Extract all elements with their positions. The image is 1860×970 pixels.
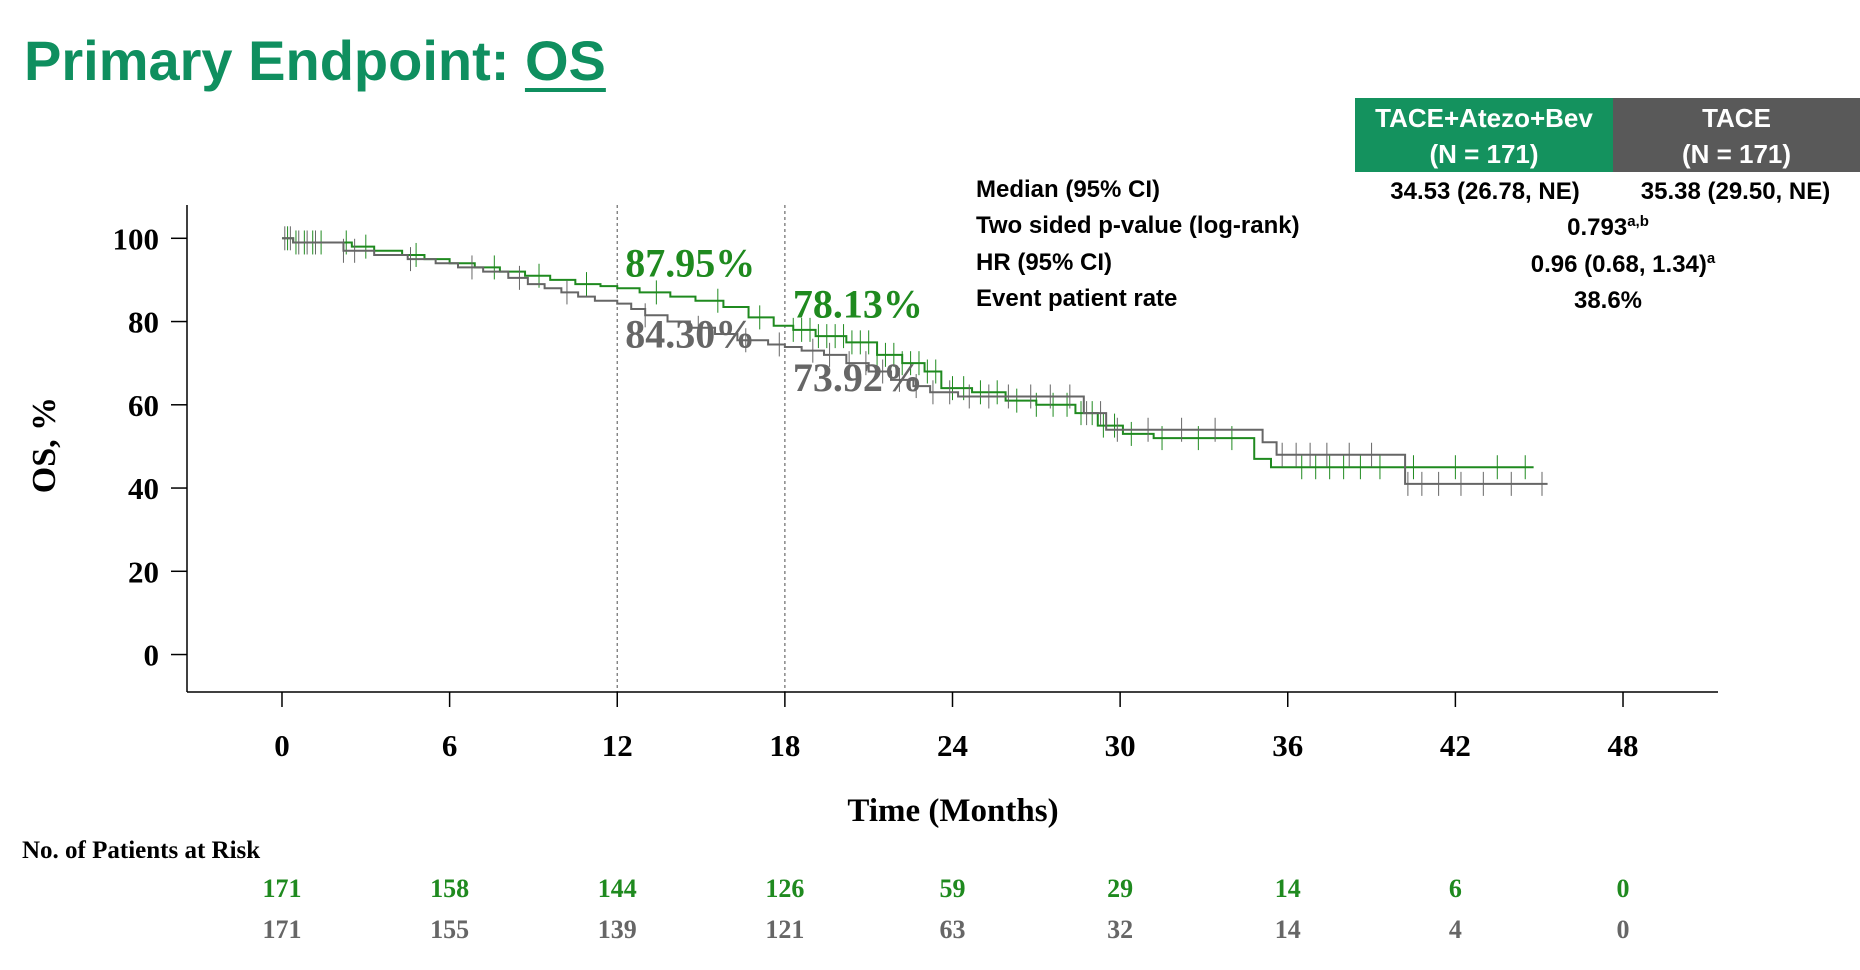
y-tick-label: 20 (128, 554, 159, 589)
y-tick-label: 100 (113, 221, 160, 256)
y-tick-label: 60 (128, 388, 159, 423)
x-tick-label: 12 (602, 728, 633, 763)
event-label: Event patient rate (976, 285, 1178, 312)
risk-count-arm2: 14 (1275, 915, 1301, 944)
page-title: Primary Endpoint: OS (24, 28, 606, 93)
risk-count-arm2: 121 (765, 915, 804, 944)
x-tick-label: 6 (442, 728, 458, 763)
risk-table-title: No. of Patients at Risk (22, 837, 260, 864)
median-arm1: 34.53 (26.78, NE) (1390, 178, 1580, 205)
pvalue-value: 0.793a,b (1358, 214, 1858, 242)
event-rate: 38.6% (1573, 287, 1643, 314)
survival-annotation-arm2-18: 73.92% (793, 355, 923, 400)
risk-count-arm1: 59 (940, 874, 966, 903)
survival-annotation-arm1-18: 78.13% (793, 281, 923, 326)
arm1-header-n: (N = 171) (1429, 139, 1539, 169)
risk-count-arm2: 4 (1449, 915, 1462, 944)
survival-annotation-arm2-12: 84.30% (625, 312, 755, 357)
risk-count-arm1: 6 (1449, 874, 1462, 903)
pvalue-number: 0.793 (1567, 214, 1628, 241)
x-tick-label: 24 (937, 728, 968, 763)
hr-number: 0.96 (0.68, 1.34) (1530, 251, 1707, 278)
x-tick-label: 0 (274, 728, 290, 763)
hr-label: HR (95% CI) (976, 249, 1113, 276)
x-tick-label: 18 (769, 728, 800, 763)
risk-count-arm2: 171 (262, 915, 301, 944)
x-axis-label: Time (Months) (847, 793, 1058, 829)
risk-count-arm1: 0 (1617, 874, 1630, 903)
arm1-header-name: TACE+Atezo+Bev (1375, 103, 1593, 133)
arm2-header-n: (N = 171) (1681, 139, 1792, 169)
risk-count-arm1: 144 (598, 874, 637, 903)
median-label: Median (95% CI) (976, 176, 1161, 203)
risk-count-arm1: 29 (1107, 874, 1133, 903)
survival-annotation-arm1-12: 87.95% (625, 240, 755, 285)
x-tick-label: 30 (1105, 728, 1136, 763)
pvalue-footnote: a,b (1627, 213, 1649, 230)
hr-value: 0.96 (0.68, 1.34)a (1358, 251, 1860, 279)
y-tick-label: 40 (128, 471, 159, 506)
risk-count-arm1: 171 (262, 874, 301, 903)
x-tick-label: 42 (1440, 728, 1471, 763)
hr-footnote: a (1706, 250, 1716, 267)
risk-count-arm1: 14 (1275, 874, 1301, 903)
y-axis-label: OS, % (26, 397, 63, 493)
arm2-header: TACE (N = 171) (1613, 98, 1860, 172)
y-tick-label: 80 (128, 305, 159, 340)
pvalue-label: Two sided p-value (log-rank) (976, 212, 1300, 239)
risk-count-arm2: 0 (1617, 915, 1630, 944)
risk-count-arm2: 155 (430, 915, 469, 944)
km-curve-arm1 (281, 237, 1534, 469)
risk-count-arm2: 63 (940, 915, 966, 944)
median-arm2: 35.38 (29.50, NE) (1640, 178, 1831, 205)
x-tick-label: 36 (1272, 728, 1303, 763)
title-emphasis: OS (524, 29, 606, 92)
risk-count-arm2: 32 (1107, 915, 1133, 944)
risk-count-arm1: 158 (430, 874, 469, 903)
x-tick-label: 48 (1608, 728, 1639, 763)
risk-count-arm1: 126 (765, 874, 804, 903)
arm1-header: TACE+Atezo+Bev (N = 171) (1355, 98, 1613, 172)
title-prefix: Primary Endpoint: (24, 29, 525, 92)
arm2-header-name: TACE (1702, 103, 1771, 133)
risk-count-arm2: 139 (598, 915, 637, 944)
y-tick-label: 0 (144, 638, 160, 673)
